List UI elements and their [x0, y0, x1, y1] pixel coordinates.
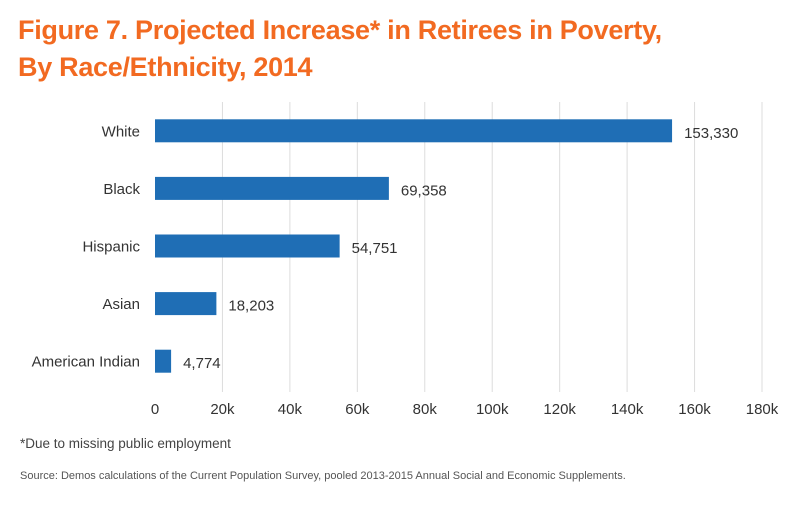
value-label: 69,358 [401, 182, 447, 199]
value-label: 54,751 [352, 240, 398, 257]
category-label: White [102, 123, 140, 140]
category-labels: White Black Hispanic Asian American Indian [32, 123, 141, 370]
x-tick-label: 120k [543, 401, 576, 418]
x-axis-tick-labels: 0 20k 40k 60k 80k 100k 120k 140k 160k 180k [151, 401, 779, 418]
x-tick-label: 40k [278, 401, 303, 418]
bar-american-indian [155, 349, 172, 373]
value-labels: 153,330 69,358 54,751 18,203 4,774 [183, 125, 738, 372]
x-tick-label: 60k [345, 401, 370, 418]
chart-title: Figure 7. Projected Increase* in Retiree… [18, 12, 788, 86]
x-tick-label: 100k [476, 401, 509, 418]
bars [155, 119, 673, 373]
category-label: Black [103, 181, 140, 198]
source-note: Source: Demos calculations of the Curren… [20, 470, 626, 482]
x-tick-label: 80k [413, 401, 438, 418]
chart-title-line-1: Figure 7. Projected Increase* in Retiree… [18, 15, 662, 45]
category-label: American Indian [32, 354, 140, 371]
value-label: 18,203 [228, 298, 274, 315]
x-tick-label: 0 [151, 401, 159, 418]
footnote: *Due to missing public employment [20, 436, 231, 451]
value-label: 4,774 [183, 355, 221, 372]
chart-title-line-2: By Race/Ethnicity, 2014 [18, 52, 313, 82]
gridlines [221, 102, 763, 392]
x-tick-label: 160k [678, 401, 711, 418]
value-label: 153,330 [684, 125, 738, 142]
category-label: Asian [102, 296, 140, 313]
x-tick-label: 180k [746, 401, 779, 418]
category-label: Hispanic [82, 239, 140, 256]
x-tick-label: 140k [611, 401, 644, 418]
x-tick-label: 20k [210, 401, 235, 418]
bar-hispanic [155, 234, 340, 258]
bar-white [155, 119, 673, 143]
bar-black [155, 176, 389, 200]
bar-asian [155, 292, 217, 316]
